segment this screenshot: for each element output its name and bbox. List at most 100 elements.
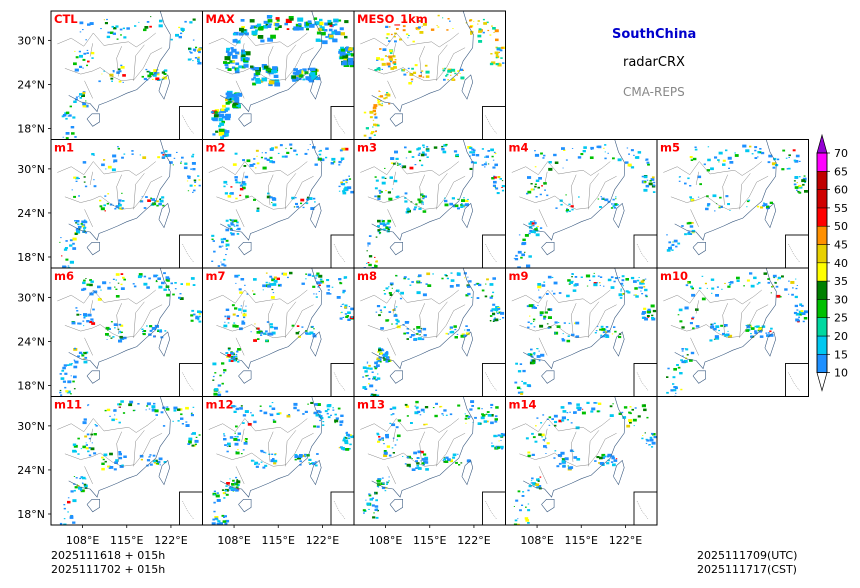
echo-cell (269, 196, 273, 199)
echo-cell (622, 285, 624, 287)
echo-cell (166, 406, 169, 408)
echo-cell (593, 402, 596, 404)
echo-cell (421, 197, 423, 199)
echo-cell (362, 386, 367, 389)
echo-cell (522, 241, 527, 245)
echo-cell (374, 491, 378, 495)
echo-cell (233, 225, 236, 227)
echo-cell (84, 232, 88, 234)
echo-cell (384, 177, 387, 179)
echo-cell (85, 444, 88, 446)
echo-cell (802, 177, 807, 181)
echo-cell (400, 291, 404, 295)
echo-cell (681, 326, 685, 329)
echo-cell (112, 278, 115, 280)
echo-cell (453, 325, 457, 328)
echo-cell (181, 156, 184, 159)
echo-cell (342, 289, 346, 292)
echo-cell (672, 376, 676, 379)
echo-cell (677, 314, 680, 316)
echo-cell (150, 197, 152, 199)
panel-m10: m10 (656, 267, 809, 397)
echo-cell (322, 40, 328, 45)
echo-cell (470, 161, 474, 164)
echo-cell (501, 180, 504, 182)
echo-cell (325, 156, 328, 159)
coastline (523, 396, 626, 498)
echo-cell (156, 274, 159, 277)
province-border (84, 80, 93, 99)
x-tick-label: 122°E (306, 534, 339, 547)
echo-cell (681, 360, 685, 364)
echo-cell (441, 413, 444, 415)
echo-cell (155, 279, 158, 281)
echo-cell (188, 47, 191, 50)
echo-cell (363, 512, 365, 514)
echo-cell (765, 332, 768, 334)
echo-cell (198, 179, 201, 181)
echo-cell (557, 322, 560, 324)
echo-cell (293, 406, 297, 410)
province-border (216, 176, 314, 210)
echo-cell (157, 156, 161, 159)
echo-cell (715, 325, 720, 328)
panel-m2: m2 (202, 139, 355, 269)
province-border (235, 209, 245, 227)
taiwan-outline (764, 202, 777, 229)
echo-cell (213, 114, 219, 118)
y-tick-label: 24°N (17, 78, 45, 91)
echo-cell (449, 20, 451, 22)
echo-cell (343, 276, 348, 279)
echo-cell (270, 459, 275, 463)
echo-cell (274, 453, 277, 456)
echo-cell (93, 179, 95, 181)
echo-cell (367, 242, 371, 245)
echo-cell (376, 377, 381, 380)
echo-cell (338, 19, 342, 22)
echo-cell (74, 232, 78, 235)
echo-cell (425, 75, 430, 78)
echo-cell (263, 411, 268, 415)
echo-cell (577, 156, 582, 159)
echo-cell (388, 286, 390, 288)
echo-cell (331, 286, 334, 288)
echo-cell (477, 422, 482, 425)
echo-cell (520, 392, 524, 395)
echo-cell (750, 327, 755, 330)
echo-cell (118, 203, 122, 207)
echo-cell (426, 272, 431, 276)
province-border (670, 304, 769, 338)
echo-cell (303, 453, 307, 456)
echo-cell (603, 285, 605, 287)
echo-cell (689, 185, 692, 187)
echo-cell (228, 359, 233, 362)
echo-cell (314, 464, 318, 467)
echo-cell (164, 69, 168, 72)
echo-cell (226, 93, 232, 98)
echo-cell (777, 276, 781, 280)
echo-cell (229, 436, 234, 439)
province-border (367, 304, 466, 338)
province-border (57, 32, 156, 48)
echo-cell (78, 351, 83, 354)
echo-cell (385, 319, 389, 322)
echo-cell (383, 451, 388, 455)
echo-cell (242, 422, 245, 424)
echo-cell (255, 465, 259, 468)
echo-cell (230, 351, 233, 353)
echo-cell (709, 339, 713, 342)
echo-cell (313, 17, 318, 20)
echo-cell (235, 486, 239, 489)
echo-cell (443, 458, 446, 461)
echo-cell (109, 282, 111, 284)
echo-cell (421, 201, 424, 204)
echo-cell (538, 289, 540, 291)
echo-cell (235, 476, 238, 479)
echo-cell (225, 98, 229, 102)
echo-cell (379, 478, 382, 480)
echo-cell (537, 480, 540, 482)
echo-cell (497, 63, 502, 67)
echo-cell (430, 28, 435, 31)
echo-cell (101, 456, 104, 459)
echo-cell (236, 228, 238, 230)
